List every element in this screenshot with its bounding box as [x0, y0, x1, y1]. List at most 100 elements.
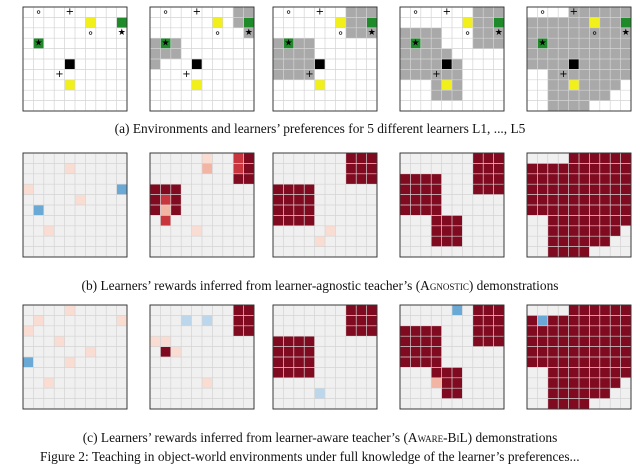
grid-cell: [558, 388, 569, 399]
grid-cell: [579, 357, 590, 368]
grid-cell: [431, 215, 442, 226]
grid-cell: [558, 357, 569, 368]
grid-cell: [599, 163, 611, 174]
grid-cell: [283, 215, 294, 226]
grid-cell: [410, 357, 421, 368]
grid-cell: [345, 325, 357, 337]
grid-cell: [589, 79, 600, 91]
grid-cell: [273, 215, 284, 226]
grid-cell: [599, 367, 611, 378]
grid-border: [22, 152, 128, 258]
grid-cell: [579, 90, 590, 101]
plus-icon: +: [182, 69, 190, 80]
grid-cell: [589, 27, 600, 39]
grid-cell: [283, 194, 294, 205]
grid-cell: [589, 17, 600, 28]
grid-cell: [589, 305, 600, 316]
grid-cell: [420, 27, 432, 39]
grid-cell: [441, 377, 452, 389]
grid-cell: [547, 79, 559, 91]
grid-cell: [579, 377, 590, 389]
grid-cell: [579, 215, 590, 226]
grid-cell: [568, 336, 579, 347]
grid-cell: [599, 205, 611, 216]
grid-cell: [233, 7, 244, 18]
grid-cell: [150, 336, 161, 347]
grid-cell: [431, 346, 442, 357]
grid-cell: [568, 367, 579, 378]
grid-cell: [589, 367, 600, 378]
grid-cell: [547, 69, 559, 80]
grid-cell: [579, 398, 590, 409]
grid-cell: [599, 79, 611, 91]
grid-cell: [233, 163, 244, 174]
grid-cell: [589, 48, 600, 59]
grid-cell: [410, 325, 421, 337]
grid-cell: [170, 38, 182, 49]
grid-cell: [243, 153, 254, 164]
grid-cell: [558, 325, 569, 337]
grid-cell: [400, 59, 411, 70]
grid-cell: [452, 367, 463, 378]
grid-cell: [579, 163, 590, 174]
grid-cell: [537, 357, 548, 368]
grid-cell: [558, 367, 569, 378]
grid-cell: [620, 27, 631, 39]
grid-cell: [483, 7, 494, 18]
grid-cell: [431, 377, 442, 389]
grid-cell: [441, 388, 452, 399]
star-icon: ★: [622, 28, 630, 38]
grid-cell: [150, 59, 161, 70]
grid-cell: [420, 173, 432, 185]
grid-cell: [568, 325, 579, 337]
grid-cell: [472, 325, 484, 337]
grid-cell: [610, 336, 621, 347]
grid-cell: [547, 17, 559, 28]
grid-cell: [325, 225, 336, 237]
grid-cell: [283, 346, 294, 357]
grid-cell: [620, 367, 631, 378]
grid-cell: [547, 194, 559, 205]
grid-border: [399, 152, 505, 258]
circle-icon: ∘: [591, 27, 598, 40]
plus-icon: +: [66, 7, 74, 18]
grid-cell: [558, 336, 569, 347]
grid-cell: [366, 173, 377, 185]
grid-cell: [537, 325, 548, 337]
grid-cell: [620, 69, 631, 80]
grid-cell: [345, 17, 357, 28]
grid-cell: [400, 346, 411, 357]
grid-cell: [527, 205, 538, 216]
grid-cell: [599, 38, 611, 49]
grid-cell: [356, 27, 367, 39]
grid-cell: [150, 184, 161, 195]
grid-cell: [599, 236, 611, 247]
grid-cell: [431, 173, 442, 185]
grid-border: [272, 304, 378, 410]
grid-cell: [568, 377, 579, 389]
grid-cell: [452, 69, 463, 80]
grid-cell: [273, 194, 284, 205]
grid-cell: [366, 305, 377, 316]
grid-cell: [547, 48, 559, 59]
star-icon: ★: [539, 38, 547, 48]
grid-cell: [527, 59, 538, 70]
grid-cell: [33, 315, 44, 326]
grid-cell: [493, 153, 504, 164]
caption-b: (b) Learners’ rewards inferred from lear…: [0, 278, 640, 294]
grid-cell: [314, 236, 325, 247]
grid-cell: [472, 38, 484, 49]
grid-cell: [610, 38, 621, 49]
grid-cell: [273, 184, 284, 195]
caption-c-method: Aware-BiL: [407, 430, 468, 445]
grid-cell: [493, 325, 504, 337]
grid-cell: [610, 184, 621, 195]
grid-cell: [160, 346, 171, 357]
grid-cell: [610, 377, 621, 389]
grid-cell: [620, 336, 631, 347]
grid-cell: [356, 315, 367, 326]
circle-icon: ∘: [464, 27, 471, 40]
grid-cell: [75, 194, 86, 205]
grid-cell: [400, 194, 411, 205]
grid-cell: [293, 69, 305, 80]
